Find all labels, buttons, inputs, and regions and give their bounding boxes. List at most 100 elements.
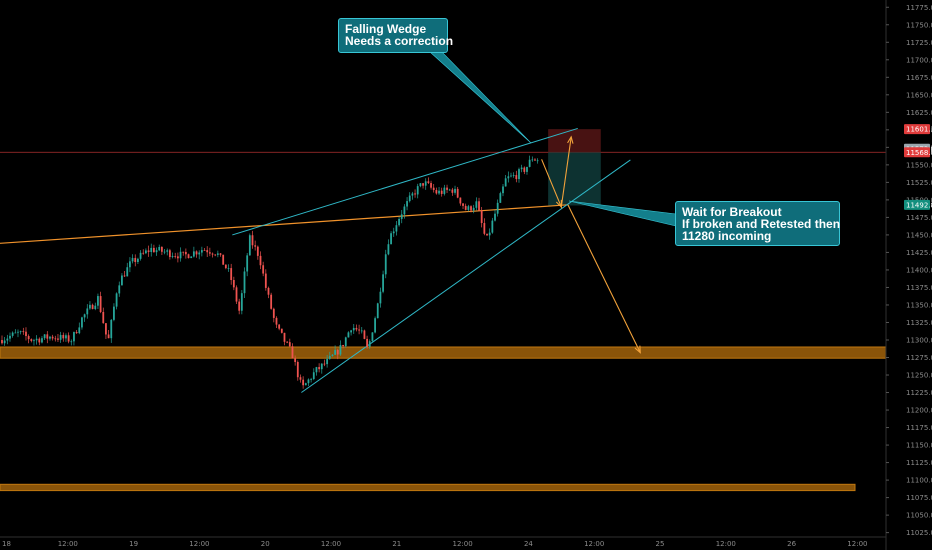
candle-body [371,332,374,342]
candle-body [435,190,438,194]
candle-body [150,247,153,253]
candle-body [89,304,91,309]
candle-body [115,293,118,307]
candle-body [275,317,278,325]
candle-body [494,213,496,221]
candle-body [49,336,51,339]
candle-body [368,341,371,347]
price-tag-bg [904,199,930,210]
candle-body [475,201,478,208]
candle-body [248,235,251,256]
candle-body [131,257,134,262]
candle-body [163,251,166,253]
x-tick-label: 12:00 [847,540,867,548]
y-tick-label: 11225.0 [906,389,932,397]
candle-body [384,254,387,275]
candle-body [286,341,289,343]
candle-body [462,203,464,206]
candle-body [219,253,222,255]
candle-body [224,264,227,269]
candle-body [358,329,360,331]
candle-body [158,247,161,251]
candle-body [264,273,267,288]
price-tag-text: 11568.0 [906,149,932,157]
candle-body [446,187,448,190]
y-tick-label: 11425.0 [906,249,932,257]
y-tick-label: 11450.0 [906,231,932,239]
y-tick-label: 11625.0 [906,109,932,117]
candle-body [270,294,273,309]
candle-body [390,233,392,245]
candle-body [283,332,286,342]
candle-body [57,338,59,340]
candle-body [304,383,307,386]
y-tick-label: 11275.0 [906,354,932,362]
candle-body [416,186,419,195]
candle-body [216,253,219,255]
price-tag-bg [904,124,930,135]
trend-lines [0,127,631,393]
candle-body [315,367,318,373]
candle-body [14,332,17,334]
candle-body [232,280,235,288]
y-tick-label: 11700.0 [906,56,932,64]
trade-box [548,129,601,206]
projection-arrow-mid-head [555,199,562,209]
candle-body [160,247,163,252]
y-tick-label: 11050.0 [906,512,932,520]
candle-body [459,197,462,204]
candle-body [528,159,531,167]
candle-body [203,250,206,251]
y-tick-label: 11325.0 [906,319,932,327]
candle-body [507,176,510,179]
candle-body [208,252,211,254]
candle-body [123,275,126,277]
y-tick-label: 11300.0 [906,336,932,344]
candle-body [168,250,171,258]
candle-body [323,363,326,365]
candle-body [25,331,27,337]
candle-body [440,190,443,194]
candle-body [299,377,302,380]
callout-falling-wedge[interactable]: Falling Wedge Needs a correction [338,18,453,53]
candle-body [238,301,241,311]
candle-body [254,245,257,247]
candle-body [267,287,270,295]
candle-body [137,258,139,262]
candle-body [62,334,65,339]
candle-body [195,251,198,255]
y-tick-label: 11025.0 [906,529,932,537]
candle-body [347,332,350,338]
y-tick-label: 11200.0 [906,407,932,415]
target-zone [548,152,601,206]
callout-pointer-top [429,51,532,144]
candle-body [126,267,129,277]
candle-body [510,175,512,177]
candle-body [422,183,424,186]
candle-body [411,193,414,196]
x-tick-label: 19 [129,540,138,548]
callout-wait-breakout[interactable]: Wait for Breakout If broken and Retested… [675,201,840,246]
candle-body [214,254,217,256]
candle-body [1,339,3,344]
candle-body [344,337,347,347]
candle-body [280,328,283,333]
breakdown-arrow-head [634,345,641,354]
candle-body [97,296,99,306]
y-tick-label: 11775.0 [906,4,932,12]
candle-body [51,336,54,339]
y-tick-label: 11175.0 [906,424,932,432]
candle-body [342,345,345,347]
candle-body [190,256,193,259]
y-tick-label: 11375.0 [906,284,932,292]
candle-body [488,232,491,236]
candle-body [360,330,363,332]
candle-body [222,254,225,265]
candle-body [467,206,470,210]
candle-body [83,314,86,318]
wedge-upper-line [232,127,578,236]
candle-body [472,207,475,211]
candle-body [155,250,158,253]
y-tick-label: 11100.0 [906,477,932,485]
